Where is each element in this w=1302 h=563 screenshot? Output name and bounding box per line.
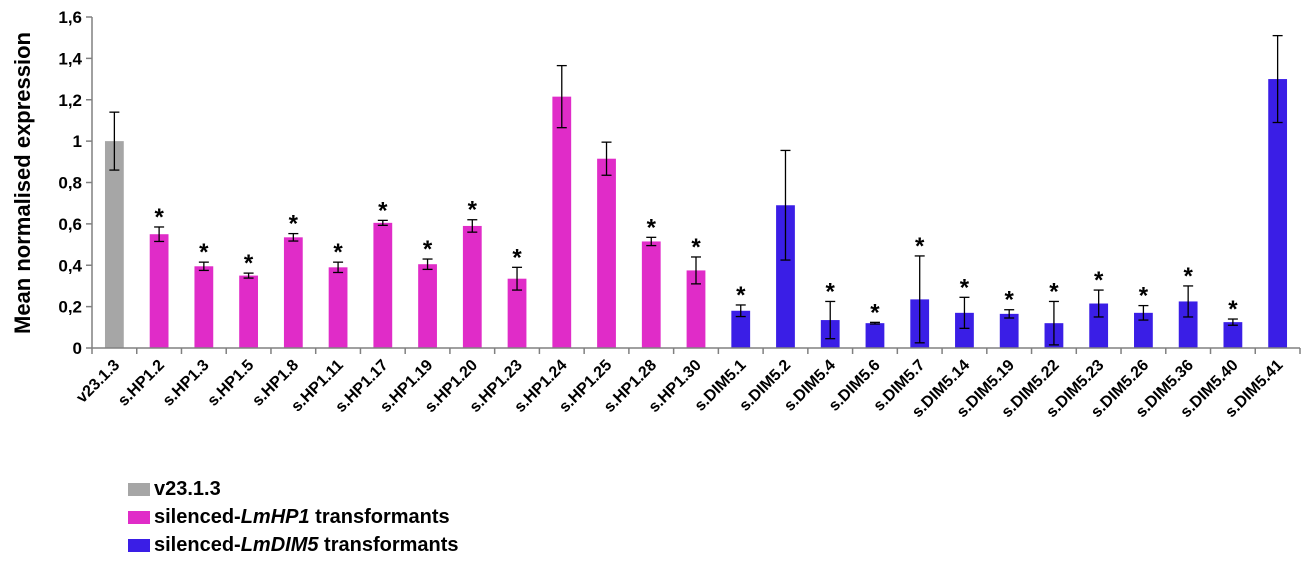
significance-star: * [870, 299, 880, 326]
bar [328, 267, 348, 348]
significance-star: * [736, 282, 746, 309]
bar [1223, 322, 1243, 348]
bar [462, 225, 482, 348]
significance-star: * [1005, 287, 1015, 314]
legend-item-dim5: silenced- LmDIM5 transformants [128, 531, 459, 559]
y-tick-label: 0 [73, 339, 82, 358]
y-axis-title: Mean normalised expression [10, 32, 35, 334]
bar [373, 222, 393, 348]
legend-swatch-dim5 [128, 538, 150, 552]
y-tick-label: 0,6 [58, 215, 82, 234]
bar [1178, 301, 1198, 348]
significance-star: * [423, 236, 433, 263]
significance-star: * [333, 239, 343, 266]
bar [865, 323, 885, 348]
bar [731, 310, 751, 348]
significance-star: * [915, 233, 925, 260]
bar [999, 313, 1019, 348]
legend-item-hp1: silenced- LmHP1 transformants [128, 503, 459, 531]
significance-star: * [691, 234, 701, 261]
x-tick-label: s.HP1.2 [115, 357, 168, 410]
significance-star: * [199, 239, 209, 266]
significance-star: * [826, 278, 836, 305]
bar [507, 278, 527, 348]
significance-star: * [1139, 283, 1149, 310]
legend-swatch-control [128, 482, 150, 496]
bar [552, 96, 572, 348]
bar [239, 275, 258, 348]
legend-label-dim5-suffix: transformants [318, 533, 459, 556]
y-tick-label: 1,2 [58, 91, 82, 110]
y-tick-label: 0,2 [58, 298, 82, 317]
bar [776, 205, 795, 348]
bar [1134, 312, 1153, 348]
bar [597, 158, 616, 348]
bar [283, 237, 303, 348]
significance-star: * [960, 274, 970, 301]
y-tick-label: 0,4 [58, 256, 82, 275]
legend-label-control: v23.1.3 [154, 477, 221, 500]
legend-item-control: v23.1.3 [128, 475, 459, 503]
bar [641, 241, 661, 348]
y-tick-label: 1,6 [58, 8, 82, 27]
legend-label-dim5-gene: LmDIM5 [240, 533, 319, 556]
significance-star: * [468, 197, 478, 224]
legend: v23.1.3 silenced- LmHP1 transformants sil… [128, 475, 459, 559]
significance-star: * [1049, 278, 1059, 305]
significance-star: * [512, 244, 522, 271]
legend-label-dim5-prefix: silenced- [154, 533, 241, 556]
x-tick-label: s.HP1.3 [160, 357, 213, 410]
bar-chart: * * * * * * * * * * * * * * * * * * * * * * 0 0,2 0,4 0,6 0,8 1 1,2… [10, 8, 1301, 421]
bar [149, 234, 169, 348]
y-tick-label: 0,8 [58, 174, 82, 193]
bar [955, 312, 974, 348]
legend-label-hp1-prefix: silenced- [154, 505, 241, 528]
bar [418, 264, 437, 348]
legend-label-hp1-gene: LmHP1 [240, 505, 310, 528]
bar [686, 270, 706, 348]
legend-swatch-hp1 [128, 510, 150, 524]
significance-star: * [1094, 267, 1104, 294]
legend-label-hp1-suffix: transformants [309, 505, 450, 528]
significance-star: * [378, 197, 388, 224]
significance-star: * [154, 204, 164, 231]
axes-layer: 00,20,40,60,811,21,41,6v23.1.3s.HP1.2s.H… [58, 8, 1301, 421]
bar [194, 266, 214, 348]
significance-star: * [647, 214, 657, 241]
y-tick-label: 1 [73, 132, 82, 151]
bars-layer: * * * * * * * * * * * * * * * * * * * * * * [104, 34, 1288, 348]
significance-star: * [1228, 296, 1238, 323]
x-tick-label: s.HP1.5 [205, 357, 258, 410]
bar [1268, 79, 1288, 348]
significance-star: * [1183, 263, 1193, 290]
y-tick-label: 1,4 [58, 49, 82, 68]
bar [104, 141, 124, 348]
significance-star: * [289, 211, 299, 238]
significance-star: * [244, 250, 254, 277]
bar [1089, 303, 1109, 348]
